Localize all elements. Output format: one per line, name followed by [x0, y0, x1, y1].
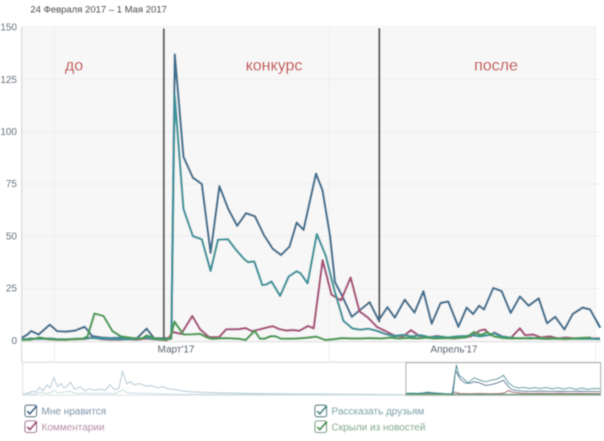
svg-text:25: 25: [6, 284, 18, 295]
svg-text:Март'17: Март'17: [158, 344, 195, 355]
svg-text:75: 75: [6, 179, 18, 190]
svg-text:конкурс: конкурс: [246, 57, 303, 74]
svg-text:100: 100: [0, 127, 17, 138]
svg-text:после: после: [474, 57, 518, 74]
svg-text:150: 150: [0, 23, 17, 34]
svg-text:125: 125: [0, 75, 17, 86]
svg-text:Мне нравится: Мне нравится: [42, 407, 107, 418]
svg-text:0: 0: [11, 336, 17, 347]
svg-text:Рассказать друзьям: Рассказать друзьям: [332, 407, 425, 418]
svg-text:24 Февраля 2017 – 1 Мая 2017: 24 Февраля 2017 – 1 Мая 2017: [30, 5, 167, 16]
svg-text:50: 50: [6, 231, 18, 242]
svg-text:до: до: [65, 57, 83, 74]
svg-text:Апрель'17: Апрель'17: [431, 344, 478, 355]
svg-text:Скрыли из новостей: Скрыли из новостей: [332, 423, 426, 434]
svg-text:Комментарии: Комментарии: [42, 423, 105, 434]
